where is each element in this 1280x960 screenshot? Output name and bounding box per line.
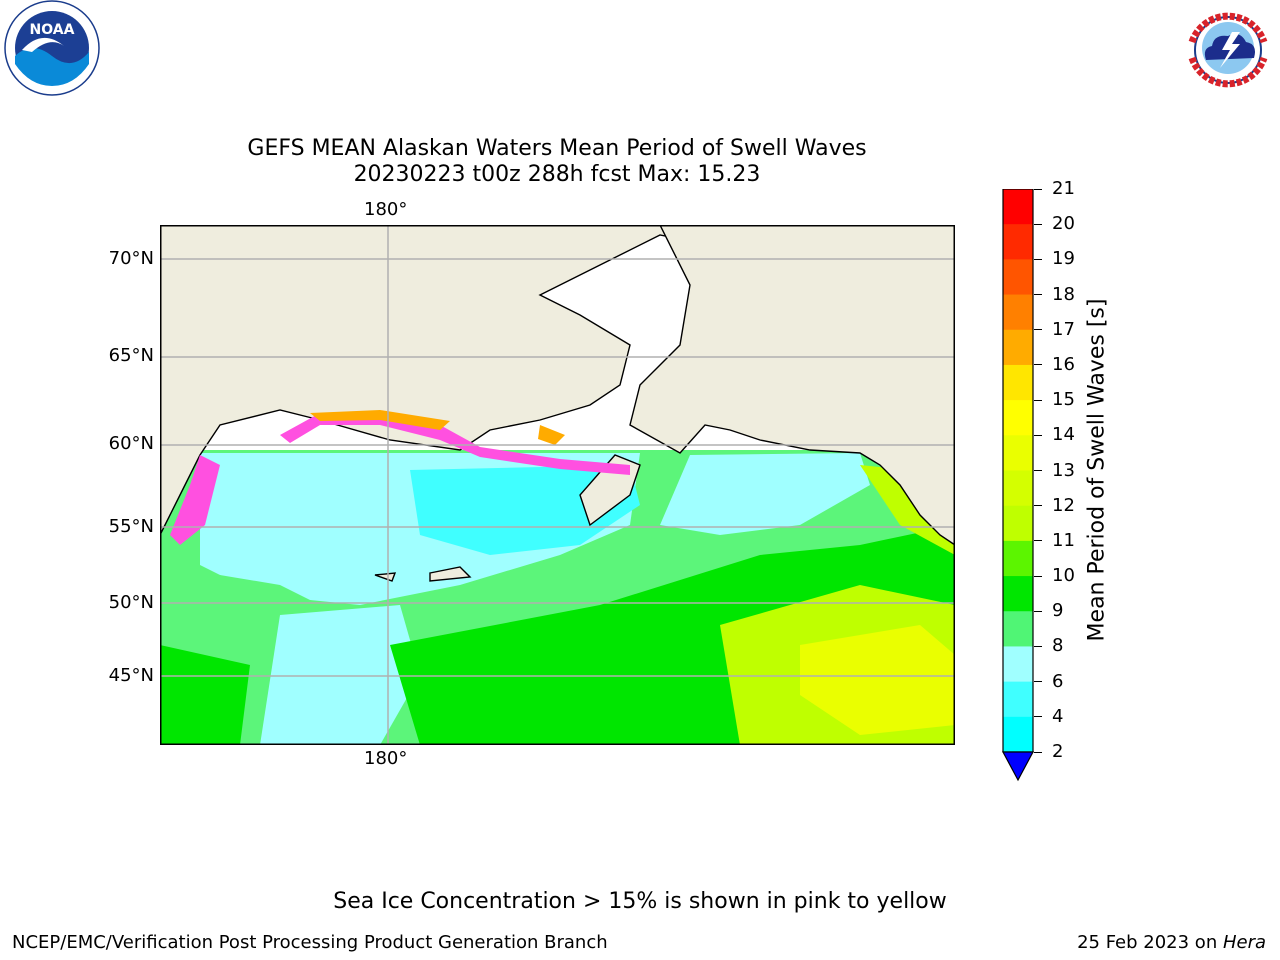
colorbar-tick-label: 2 [1034,741,1063,762]
colorbar-swatch [1003,329,1033,366]
colorbar-swatch [1003,646,1033,683]
lat-label-50: 50°N [108,592,154,613]
colorbar-swatch [1003,470,1033,507]
colorbar-swatch [1003,716,1033,753]
colorbar-tick-label: 10 [1034,565,1075,586]
map-panel [160,225,955,745]
nws-logo [1178,2,1278,98]
colorbar-tick-label: 6 [1034,671,1063,692]
graticule [160,225,955,745]
colorbar-label: Mean Period of Swell Waves [s] [1084,298,1110,642]
colorbar-tick-label: 21 [1034,178,1075,199]
colorbar-tick-label: 12 [1034,495,1075,516]
lon-label-bottom: 180° [364,748,408,769]
colorbar-swatch [1003,681,1033,718]
colorbar-tick-label: 18 [1034,284,1075,305]
lon-label-top: 180° [364,199,408,220]
colorbar-swatch [1003,259,1033,296]
colorbar-ticks: 21 20 19 18 17 16 15 14 13 12 11 10 9 8 6 4 2 [1034,178,1094,762]
colorbar-tick-label: 20 [1034,213,1075,234]
footer-date-text: 25 Feb 2023 on [1077,932,1223,953]
colorbar-tick-label: 17 [1034,319,1075,340]
footer-machine: Hera [1222,932,1266,953]
map-canvas [160,225,955,745]
lat-label-45: 45°N [108,665,154,686]
colorbar-tick-label: 9 [1034,600,1063,621]
colorbar-swatch [1003,189,1033,225]
sea-ice [170,410,630,545]
colorbar-swatch [1003,364,1033,401]
colorbar-swatch [1003,611,1033,647]
lat-label-55: 55°N [108,516,154,537]
svg-text:NOAA: NOAA [30,22,75,38]
colorbar-tick-label: 19 [1034,248,1075,269]
colorbar-tick-label: 8 [1034,635,1063,656]
noaa-logo-icon: NOAA [4,0,100,96]
footer-credit: NCEP/EMC/Verification Post Processing Pr… [12,932,608,953]
lat-label-60: 60°N [108,433,154,454]
swell-period-field [160,453,955,745]
colorbar-swatch [1003,540,1033,577]
sea-ice-note: Sea Ice Concentration > 15% is shown in … [333,889,947,914]
colorbar-swatch [1003,294,1033,331]
colorbar-tick-label: 4 [1034,706,1063,727]
colorbar-tick-label: 13 [1034,460,1075,481]
colorbar-swatch [1003,400,1033,436]
colorbar-swatch [1003,576,1033,612]
noaa-logo: NOAA [2,0,102,100]
colorbar-tick-label: 15 [1034,389,1075,410]
colorbar-swatch [1003,224,1033,260]
nws-logo-icon [1182,4,1274,96]
footer-date: 25 Feb 2023 on Hera [1077,932,1266,953]
colorbar-extend-arrow [1001,751,1035,782]
colorbar-tick-label: 16 [1034,354,1075,375]
lat-label-70: 70°N [108,248,154,269]
colorbar-swatch [1003,505,1033,542]
lat-label-65: 65°N [108,345,154,366]
chart-subtitle: 20230223 t00z 288h fcst Max: 15.23 [353,162,761,187]
colorbar-tick-label: 11 [1034,530,1075,551]
colorbar-swatches [1001,188,1035,782]
chart-title: GEFS MEAN Alaskan Waters Mean Period of … [247,136,867,161]
colorbar-swatch [1003,435,1033,471]
colorbar-tick-label: 14 [1034,424,1075,445]
colorbar [1001,188,1035,784]
